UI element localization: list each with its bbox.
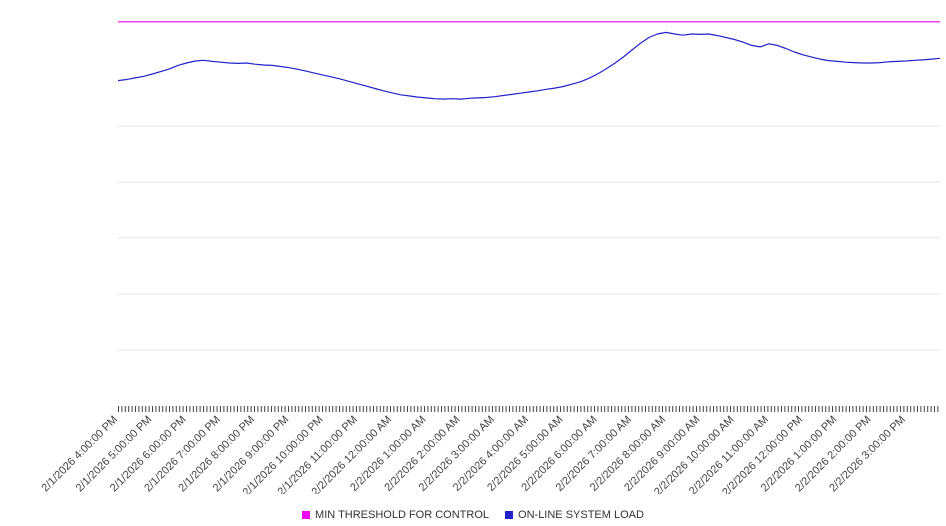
legend-item-threshold: MIN THRESHOLD FOR CONTROL [302, 509, 489, 521]
gridlines [118, 125, 940, 351]
legend-swatch-load [505, 511, 514, 519]
load-chart: 2/1/2026 4:00:00 PM2/1/2026 5:00:00 PM2/… [39, 21, 941, 494]
load-series-line [117, 31, 941, 100]
legend-label-load: ON-LINE SYSTEM LOAD [518, 509, 644, 521]
legend-label-threshold: MIN THRESHOLD FOR CONTROL [315, 509, 490, 521]
chart-legend: MIN THRESHOLD FOR CONTROL ON-LINE SYSTEM… [0, 509, 946, 521]
x-axis-labels: 2/1/2026 4:00:00 PM2/1/2026 5:00:00 PM2/… [39, 414, 908, 494]
legend-swatch-threshold [302, 511, 311, 519]
legend-item-load: ON-LINE SYSTEM LOAD [505, 509, 644, 521]
